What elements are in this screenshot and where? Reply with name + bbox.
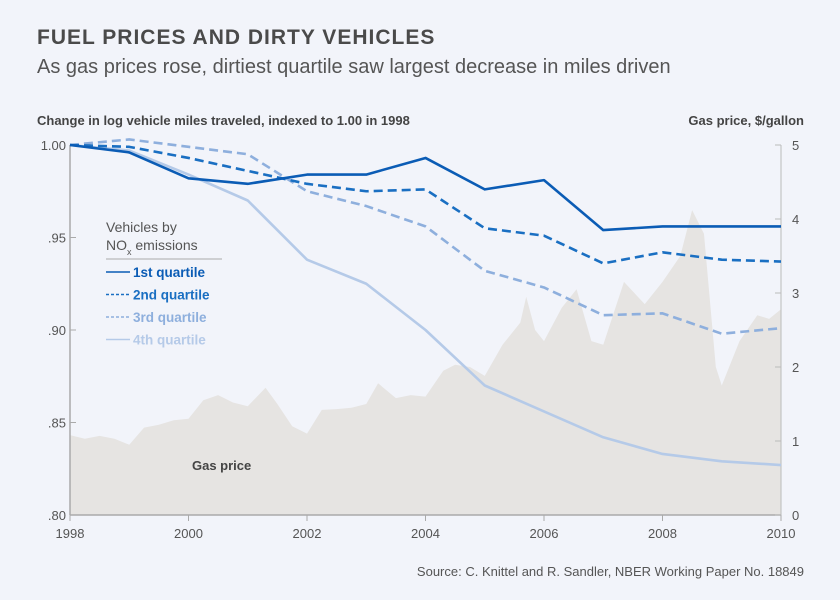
legend-item-label: 1st quartile	[133, 265, 206, 280]
y2-tick-label: 0	[792, 508, 799, 523]
y-tick-label: .95	[48, 231, 66, 246]
x-tick-label: 2004	[411, 526, 440, 541]
chart-title: FUEL PRICES AND DIRTY VEHICLES	[37, 26, 435, 49]
x-tick-label: 2000	[174, 526, 203, 541]
y2-tick-label: 5	[792, 138, 799, 153]
legend-item-label: 3rd quartile	[133, 310, 207, 325]
series-line-1st-quartile	[69, 143, 781, 232]
gas-price-area-group	[70, 210, 781, 515]
x-tick-label: 2008	[648, 526, 677, 541]
series-lines	[69, 138, 782, 467]
source-note: Source: C. Knittel and R. Sandler, NBER …	[417, 564, 804, 579]
y2-tick-label: 1	[792, 434, 799, 449]
gas-price-area	[70, 210, 781, 515]
legend-title-line1: Vehicles by	[106, 219, 177, 235]
legend-title-line2: NOx emissions	[106, 237, 198, 257]
legend-item-label: 4th quartile	[133, 333, 206, 348]
legend: Vehicles by NOx emissions 1st quartile 2n…	[106, 219, 222, 348]
x-tick-label: 2006	[530, 526, 559, 541]
y-tick-label: .90	[48, 323, 66, 338]
chart-subtitle: As gas prices rose, dirtiest quartile sa…	[37, 56, 671, 78]
y-tick-label: .80	[48, 508, 66, 523]
x-tick-label: 1998	[56, 526, 85, 541]
axes: 1.00 .95 .90 .85 .80 5 4 3 2 1 0 1998 2000 2002 2004 20…	[41, 138, 800, 541]
series-line-4th-quartile	[69, 143, 782, 467]
y2-axis-label: Gas price, $/gallon	[688, 113, 804, 128]
series-line-2nd-quartile	[69, 143, 782, 265]
series-line-3rd-quartile	[69, 138, 782, 336]
legend-item-label: 2nd quartile	[133, 288, 210, 303]
gas-price-label: Gas price	[192, 458, 251, 473]
y-tick-label: 1.00	[41, 138, 66, 153]
y-tick-label: .85	[48, 416, 66, 431]
y-axis-label: Change in log vehicle miles traveled, in…	[37, 113, 410, 128]
y2-tick-label: 2	[792, 360, 799, 375]
x-tick-label: 2010	[767, 526, 796, 541]
y2-tick-label: 3	[792, 286, 799, 301]
x-tick-label: 2002	[293, 526, 322, 541]
y2-tick-label: 4	[792, 212, 799, 227]
